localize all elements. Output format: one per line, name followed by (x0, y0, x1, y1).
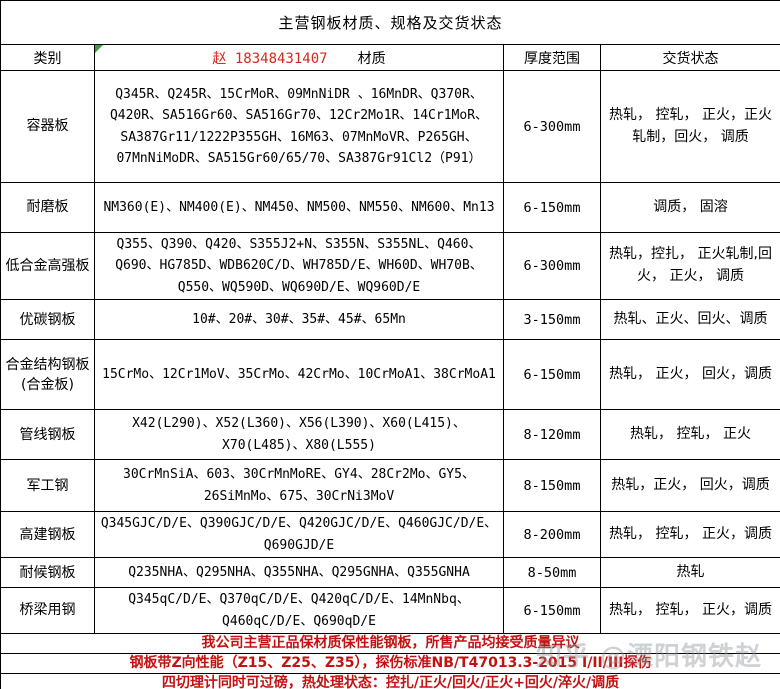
thickness-cell: 6-150mm (503, 182, 601, 233)
category-cell: 高建钢板 (0, 511, 95, 559)
thickness-cell: 8-150mm (503, 459, 601, 513)
delivery-cell: 热轧 (599, 557, 780, 589)
material-cell: NM360(E)、NM400(E)、NM450、NM500、NM550、NM60… (94, 182, 504, 233)
col-header-thickness: 厚度范围 (503, 44, 601, 71)
col-header-material-label: 材质 (357, 50, 386, 67)
category-cell: 桥梁用钢 (0, 587, 95, 635)
thickness-cell: 6-150mm (503, 339, 601, 411)
thickness-cell: 3-150mm (503, 299, 601, 341)
table-row: 低合金高强板 Q355、Q390、Q420、S355J2+N、S355N、S35… (0, 231, 780, 301)
delivery-cell: 热轧， 控轧， 正火，正火轧制，回火， 调质 (599, 70, 780, 183)
footer-note: 我公司主营正品保材质保性能钢板，所售产品均接受质量异议 (0, 633, 780, 655)
table-row: 桥梁用钢 Q345qC/D/E、Q370qC/D/E、Q420qC/D/E、14… (0, 587, 780, 635)
table-row: 军工钢 30CrMnSiA、603、30CrMnMoRE、GY4、28Cr2Mo… (0, 459, 780, 513)
title-row: 主营钢板材质、规格及交货状态 (0, 0, 780, 45)
category-cell: 低合金高强板 (0, 231, 95, 301)
table-row: 耐磨板 NM360(E)、NM400(E)、NM450、NM500、NM550、… (0, 182, 780, 233)
thickness-cell: 8-200mm (503, 511, 601, 559)
material-cell: Q345qC/D/E、Q370qC/D/E、Q420qC/D/E、14MnNbq… (94, 587, 504, 635)
thickness-cell: 6-300mm (503, 231, 601, 301)
material-cell: Q235NHA、Q295NHA、Q355NHA、Q295GNHA、Q355GNH… (94, 557, 504, 589)
footer-note-row: 钢板带Z向性能（Z15、Z25、Z35），探伤标准NB/T47013.3-201… (0, 653, 780, 675)
footer-note: 四切理计同时可过磅，热处理状态：控扎/正火/回火/正火+回火/淬火/调质 (0, 673, 780, 689)
excel-corner-icon (95, 45, 103, 53)
footer-note-row: 四切理计同时可过磅，热处理状态：控扎/正火/回火/正火+回火/淬火/调质 (0, 673, 780, 689)
category-cell: 耐磨板 (0, 182, 95, 233)
col-header-category: 类别 (0, 44, 95, 71)
page-title: 主营钢板材质、规格及交货状态 (0, 0, 780, 45)
delivery-cell: 热轧， 控轧， 正火，调质 (599, 587, 780, 635)
contact-phone: 赵 18348431407 (212, 50, 328, 67)
category-cell: 军工钢 (0, 459, 95, 513)
table-row: 合金结构钢板(合金板) 15CrMo、12Cr1MoV、35CrMo、42CrM… (0, 339, 780, 411)
table-row: 高建钢板 Q345GJC/D/E、Q390GJC/D/E、Q420GJC/D/E… (0, 511, 780, 559)
footer-note-row: 我公司主营正品保材质保性能钢板，所售产品均接受质量异议 (0, 633, 780, 655)
material-cell: Q345R、Q245R、15CrMoR、09MnNiDR 、16MnDR、Q37… (94, 70, 504, 183)
thickness-cell: 6-300mm (503, 70, 601, 183)
table-row: 耐候钢板 Q235NHA、Q295NHA、Q355NHA、Q295GNHA、Q3… (0, 557, 780, 589)
col-header-material: 赵 18348431407 材质 (94, 44, 504, 71)
material-cell: 30CrMnSiA、603、30CrMnMoRE、GY4、28Cr2Mo、GY5… (94, 459, 504, 513)
category-cell: 管线钢板 (0, 409, 95, 461)
thickness-cell: 6-150mm (503, 587, 601, 635)
delivery-cell: 热轧，控扎， 正火轧制,回火， 正火， 调质 (599, 231, 780, 301)
category-cell: 容器板 (0, 70, 95, 183)
category-cell: 优碳钢板 (0, 299, 95, 341)
material-cell: Q355、Q390、Q420、S355J2+N、S355N、S355NL、Q46… (94, 231, 504, 301)
category-cell: 耐候钢板 (0, 557, 95, 589)
table-row: 管线钢板 X42(L290)、X52(L360)、X56(L390)、X60(L… (0, 409, 780, 461)
delivery-cell: 热轧， 控轧， 正火 (599, 409, 780, 461)
footer-note: 钢板带Z向性能（Z15、Z25、Z35），探伤标准NB/T47013.3-201… (0, 653, 780, 675)
material-cell: X42(L290)、X52(L360)、X56(L390)、X60(L415)、… (94, 409, 504, 461)
delivery-cell: 热轧、正火、回火、调质 (599, 299, 780, 341)
col-header-delivery: 交货状态 (599, 44, 780, 71)
delivery-cell: 热轧， 控轧， 正火，调质 (599, 511, 780, 559)
category-cell: 合金结构钢板(合金板) (0, 339, 95, 411)
delivery-cell: 调质， 固溶 (599, 182, 780, 233)
material-cell: Q345GJC/D/E、Q390GJC/D/E、Q420GJC/D/E、Q460… (94, 511, 504, 559)
thickness-cell: 8-120mm (503, 409, 601, 461)
table-row: 容器板 Q345R、Q245R、15CrMoR、09MnNiDR 、16MnDR… (0, 70, 780, 183)
thickness-cell: 8-50mm (503, 557, 601, 589)
material-cell: 10#、20#、30#、35#、45#、65Mn (94, 299, 504, 341)
column-header-row: 类别 赵 18348431407 材质 厚度范围 交货状态 (0, 44, 780, 71)
delivery-cell: 热轧， 正火， 回火，调质 (599, 339, 780, 411)
table-row: 优碳钢板 10#、20#、30#、35#、45#、65Mn 3-150mm 热轧… (0, 299, 780, 341)
delivery-cell: 热轧，正火， 回火，调质 (599, 459, 780, 513)
material-cell: 15CrMo、12Cr1MoV、35CrMo、42CrMo、10CrMoA1、3… (94, 339, 504, 411)
